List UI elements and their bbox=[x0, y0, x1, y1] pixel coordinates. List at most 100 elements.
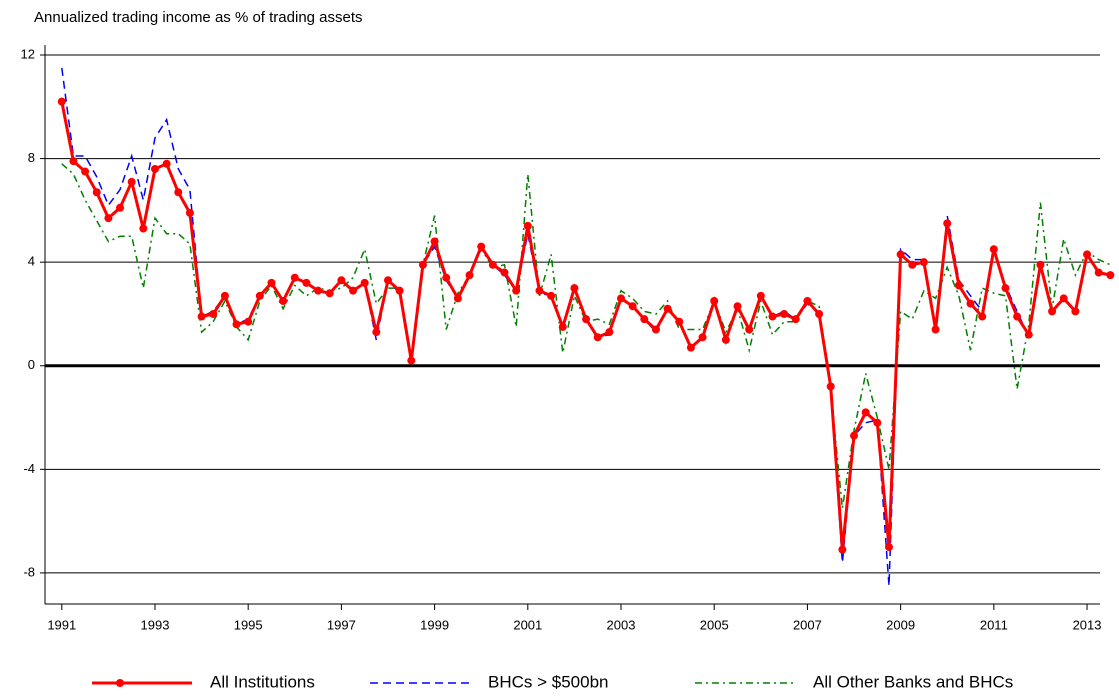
data-point bbox=[349, 286, 358, 295]
data-point bbox=[966, 299, 975, 308]
y-tick-label: 0 bbox=[28, 357, 35, 372]
data-point bbox=[267, 278, 276, 287]
chart-title: Annualized trading income as % of tradin… bbox=[34, 9, 363, 26]
data-point bbox=[908, 260, 917, 269]
data-point bbox=[185, 208, 194, 217]
data-point bbox=[1106, 271, 1115, 280]
data-point bbox=[512, 286, 521, 295]
data-point bbox=[640, 315, 649, 324]
data-point bbox=[663, 304, 672, 313]
data-point bbox=[838, 545, 847, 554]
x-tick-label: 2009 bbox=[886, 617, 915, 632]
data-point bbox=[826, 382, 835, 391]
data-point bbox=[815, 309, 824, 318]
data-point bbox=[360, 278, 369, 287]
data-point bbox=[69, 157, 78, 166]
data-point bbox=[873, 418, 882, 427]
data-point bbox=[1048, 307, 1057, 316]
data-point bbox=[209, 309, 218, 318]
data-point bbox=[116, 203, 125, 212]
data-point bbox=[1024, 330, 1033, 339]
series-line bbox=[61, 163, 1111, 509]
data-point bbox=[919, 258, 928, 267]
data-point bbox=[1094, 268, 1103, 277]
data-point bbox=[884, 543, 893, 552]
data-point bbox=[943, 219, 952, 228]
data-point bbox=[407, 356, 416, 365]
data-point bbox=[314, 286, 323, 295]
series-line bbox=[60, 101, 1111, 550]
x-tick-label: 2005 bbox=[700, 617, 729, 632]
data-point bbox=[244, 317, 253, 326]
data-point bbox=[325, 289, 334, 298]
data-point bbox=[651, 325, 660, 334]
data-point bbox=[850, 431, 859, 440]
data-point bbox=[547, 291, 556, 300]
data-point bbox=[791, 315, 800, 324]
data-point bbox=[780, 309, 789, 318]
x-tick-label: 1997 bbox=[327, 617, 356, 632]
data-point bbox=[1001, 284, 1010, 293]
data-point bbox=[92, 188, 101, 197]
data-point bbox=[220, 291, 229, 300]
x-tick-label: 2007 bbox=[793, 617, 822, 632]
data-point bbox=[698, 333, 707, 342]
data-point bbox=[535, 286, 544, 295]
x-tick-label: 2011 bbox=[980, 617, 1008, 632]
data-point bbox=[279, 297, 288, 306]
data-point bbox=[745, 325, 754, 334]
x-tick-label: 1995 bbox=[234, 617, 263, 632]
data-point bbox=[372, 328, 381, 337]
data-point bbox=[1013, 312, 1022, 321]
data-point bbox=[989, 245, 998, 254]
data-point bbox=[232, 320, 241, 329]
data-point bbox=[81, 167, 90, 176]
data-point bbox=[768, 312, 777, 321]
data-point bbox=[174, 188, 183, 197]
series-line bbox=[61, 67, 1111, 586]
data-point bbox=[628, 302, 637, 311]
data-point bbox=[733, 302, 742, 311]
data-point bbox=[418, 260, 427, 269]
y-tick-label: -4 bbox=[23, 461, 35, 476]
data-point bbox=[803, 297, 812, 306]
x-tick-label: 2001 bbox=[513, 617, 542, 632]
data-point bbox=[162, 159, 171, 168]
data-point bbox=[197, 312, 206, 321]
data-point bbox=[337, 276, 346, 285]
data-point bbox=[488, 260, 497, 269]
x-tick-label: 2003 bbox=[607, 617, 636, 632]
data-point bbox=[302, 278, 311, 287]
legend-marker bbox=[116, 679, 124, 687]
data-point bbox=[605, 328, 614, 337]
data-point bbox=[593, 333, 602, 342]
data-point bbox=[954, 281, 963, 290]
legend-label: BHCs > $500bn bbox=[488, 672, 609, 691]
data-point bbox=[477, 242, 486, 251]
data-point bbox=[150, 164, 159, 173]
data-point bbox=[290, 273, 299, 282]
x-tick-label: 2013 bbox=[1073, 617, 1102, 632]
legend-label: All Other Banks and BHCs bbox=[813, 672, 1013, 691]
data-point bbox=[442, 273, 451, 282]
data-point bbox=[104, 214, 113, 223]
data-point bbox=[1036, 260, 1045, 269]
data-point bbox=[978, 312, 987, 321]
data-point bbox=[710, 297, 719, 306]
data-point bbox=[127, 177, 136, 186]
x-tick-label: 1991 bbox=[47, 617, 76, 632]
data-point bbox=[500, 268, 509, 277]
data-point bbox=[686, 343, 695, 352]
data-point bbox=[57, 97, 66, 106]
data-point bbox=[861, 408, 870, 417]
data-point bbox=[523, 221, 532, 230]
data-point bbox=[465, 271, 474, 280]
data-point bbox=[675, 317, 684, 326]
y-tick-label: 4 bbox=[28, 254, 35, 269]
data-point bbox=[570, 284, 579, 293]
data-point bbox=[395, 286, 404, 295]
y-tick-label: 12 bbox=[21, 46, 35, 61]
data-point bbox=[383, 276, 392, 285]
